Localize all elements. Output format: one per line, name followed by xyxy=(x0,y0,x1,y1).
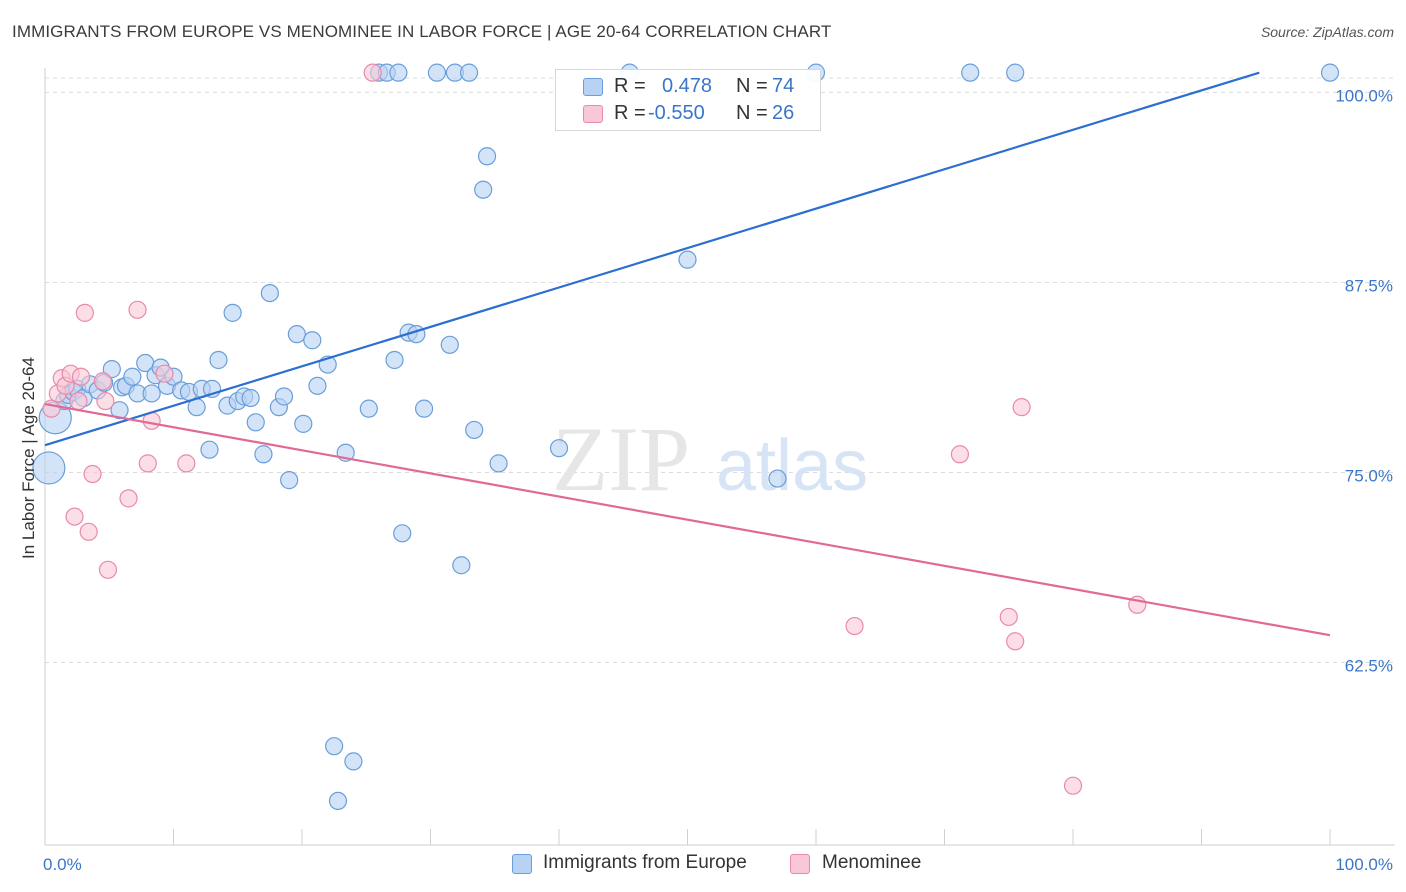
europe-point xyxy=(325,737,344,756)
menominee-point xyxy=(155,364,174,383)
menominee-point xyxy=(138,454,157,473)
menominee-point xyxy=(128,300,147,319)
menominee-point xyxy=(950,445,970,464)
watermark: ZIP atlas xyxy=(552,408,868,510)
bottom-legend-europe: Immigrants from Europe xyxy=(543,852,747,873)
europe-point xyxy=(768,469,787,488)
europe-point xyxy=(452,556,471,575)
europe-point xyxy=(200,440,219,459)
europe-point xyxy=(389,63,408,82)
europe-point xyxy=(280,471,299,490)
x-tick-label-end: 100.0% xyxy=(1335,855,1393,874)
legend-swatch-europe xyxy=(583,78,603,96)
europe-point xyxy=(385,350,404,370)
legend-row-europe: R = 0.478 N = 74 xyxy=(556,74,820,100)
menominee-point xyxy=(845,616,864,636)
europe-point xyxy=(359,399,378,418)
watermark-atlas: atlas xyxy=(716,426,868,506)
bottom-legend-menominee: Menominee xyxy=(822,852,922,873)
watermark-zip: ZIP xyxy=(552,408,690,510)
menominee-point xyxy=(75,303,94,322)
menominee-point xyxy=(79,522,98,541)
europe-point xyxy=(961,63,980,82)
europe-point xyxy=(32,451,66,485)
europe-point xyxy=(427,63,447,82)
legend-r-value: 0.478 xyxy=(662,75,713,97)
europe-point xyxy=(246,413,265,432)
menominee-point xyxy=(1063,776,1083,795)
europe-point xyxy=(474,180,493,199)
bottom-legend-swatch-menominee xyxy=(790,854,810,874)
europe-point xyxy=(328,791,348,811)
europe-point xyxy=(393,524,412,543)
menominee-point xyxy=(83,464,102,484)
menominee-point xyxy=(65,507,84,526)
europe-point xyxy=(209,350,228,370)
europe-point xyxy=(294,414,313,433)
chart-title: IMMIGRANTS FROM EUROPE VS MENOMINEE IN L… xyxy=(12,22,832,41)
europe-point xyxy=(303,331,322,350)
europe-point xyxy=(260,283,279,303)
y-tick-label: 87.5% xyxy=(1345,276,1393,295)
europe-point xyxy=(287,325,306,344)
europe-point xyxy=(440,335,459,354)
grid-layer xyxy=(45,77,1395,664)
europe-point xyxy=(223,303,242,322)
legend-r-label: R = xyxy=(614,75,646,97)
legend-n-label: N = xyxy=(736,75,768,97)
europe-point xyxy=(308,376,327,395)
europe-point xyxy=(110,401,129,420)
europe-point xyxy=(102,360,121,379)
source-label: Source: ZipAtlas.com xyxy=(1260,24,1394,40)
europe-point xyxy=(274,387,294,406)
europe-point xyxy=(489,454,508,473)
trend-layer xyxy=(44,71,1331,637)
y-tick-label: 75.0% xyxy=(1345,467,1393,486)
legend-r-value: -0.550 xyxy=(648,102,705,124)
europe-point xyxy=(123,367,142,386)
y-tick-label: 62.5% xyxy=(1345,657,1393,676)
bottom-legend-swatch-europe xyxy=(512,854,532,874)
legend-n-value: 74 xyxy=(772,75,795,97)
europe-point xyxy=(241,388,260,408)
europe-point xyxy=(459,63,479,82)
europe-point xyxy=(477,147,497,166)
legend-swatch-menominee xyxy=(583,105,603,123)
y-axis-label: In Labor Force | Age 20-64 xyxy=(19,357,38,559)
menominee-point xyxy=(1006,632,1025,651)
menominee-point xyxy=(71,367,91,386)
legend-n-label: N = xyxy=(736,102,768,124)
europe-point xyxy=(414,399,434,418)
correlation-legend: R = 0.478 N = 74 R = -0.550 N = 26 xyxy=(555,69,821,131)
europe-point xyxy=(1320,63,1340,82)
europe-trend-line xyxy=(44,71,1260,447)
menominee-point xyxy=(42,399,61,418)
europe-point xyxy=(678,250,697,269)
legend-row-menominee: R = -0.550 N = 26 xyxy=(556,101,820,127)
europe-point xyxy=(465,420,484,440)
menominee-point xyxy=(1012,398,1031,417)
points-layer xyxy=(32,63,1340,811)
menominee-point xyxy=(69,391,88,411)
legend-r-label: R = xyxy=(614,102,646,124)
europe-point xyxy=(1006,63,1025,82)
menominee-trend-line xyxy=(44,403,1331,637)
europe-point xyxy=(549,439,569,458)
europe-point xyxy=(142,384,161,403)
menominee-point xyxy=(119,489,138,508)
menominee-point xyxy=(999,607,1018,627)
europe-point xyxy=(344,752,363,771)
menominee-point xyxy=(98,560,118,579)
menominee-point xyxy=(93,372,112,391)
legend-n-value: 26 xyxy=(772,102,795,124)
menominee-point xyxy=(363,63,382,82)
europe-point xyxy=(254,445,273,464)
menominee-point xyxy=(96,391,115,411)
y-tick-label: 100.0% xyxy=(1335,86,1393,105)
x-tick-label-start: 0.0% xyxy=(43,855,82,874)
menominee-point xyxy=(177,454,196,473)
